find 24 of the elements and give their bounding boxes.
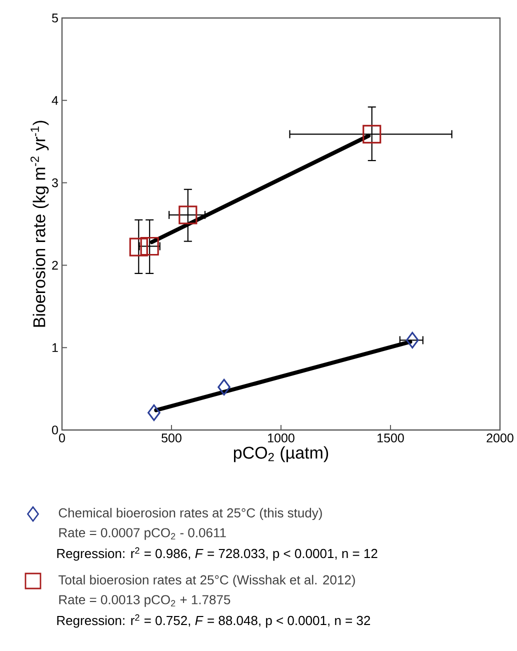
y-tick-label: 5 [52,14,58,22]
y-axis-title: Bioerosion rate (kg m$^{-2}$ yr$^{-1}$) [30,120,49,327]
point [148,404,160,421]
x-tick-label: 2000 [486,434,514,442]
x-tick-label: 1500 [378,434,404,442]
x-tick-label: 0 [59,434,65,442]
y-tick-label: 2 [52,260,58,270]
text: Regression: r$^{2}$ = 0.986, F = 728.033, p < 0.0001, n = 12 [57,547,378,561]
x-axis-title: pCO$_{2}$ (µatm) [234,446,328,462]
y-tick-label: 4 [52,96,58,105]
text: Rate = 0.0007 pCO$_{2}$ - 0.0611 [59,528,226,540]
y-tick-label: 3 [52,178,58,188]
point [406,332,419,348]
text: Rate = 0.0013 pCO$_{2}$ + 1.7875 [59,595,230,607]
point [362,124,382,144]
text: Regression: r$^{2}$ = 0.752, F = 88.048, p < 0.0001, n = 32 [57,614,370,628]
x-tick-label: 500 [162,434,182,442]
x-tick-label: 1000 [268,434,294,442]
legend-label: Chemical bioerosion rates at 25°C (this study) [58,508,322,520]
legend-label: Total bioerosion rates at 25°C (Wisshak et al. 2012) [58,574,355,588]
point [178,206,198,224]
y-tick-label: 1 [52,343,58,352]
y-tick-label: 0 [52,426,58,434]
point [218,378,230,396]
